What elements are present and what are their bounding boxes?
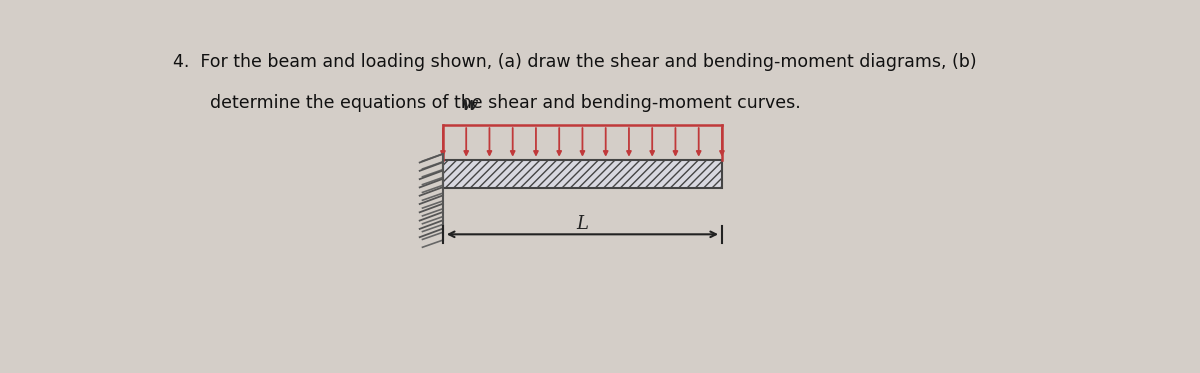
Text: determine the equations of the shear and bending-moment curves.: determine the equations of the shear and… (210, 94, 802, 112)
Text: L: L (576, 215, 588, 233)
Text: 4.  For the beam and loading shown, (a) draw the shear and bending-moment diagra: 4. For the beam and loading shown, (a) d… (173, 53, 977, 71)
Text: w: w (462, 96, 478, 114)
Bar (443, 160, 722, 188)
